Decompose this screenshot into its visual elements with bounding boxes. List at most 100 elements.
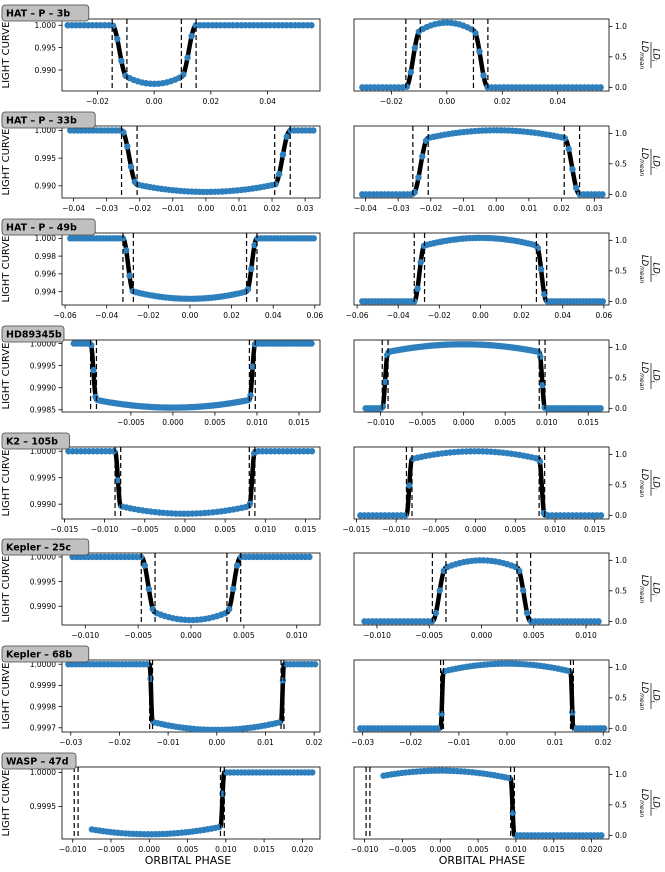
y-axis-label: LIGHT CURVE [1,22,12,89]
data-point [599,191,606,198]
ld-ratio-numerator: LDi [650,156,661,169]
planet-badge [1,218,96,236]
planet-badge [1,432,70,450]
data-points [69,553,313,624]
data-point [114,477,122,484]
planet-name: HAT – P – 33b [6,116,77,127]
y-tick-label: 1.0000 [30,339,56,348]
data-point [600,725,608,732]
x-tick-label: −0.04 [387,311,410,320]
x-tick-label: −0.010 [363,631,391,640]
data-point [406,482,413,489]
ld-ratio-numerator: LDi [650,370,661,383]
x-tick-label: −0.005 [117,418,145,427]
x-tick-label: −0.04 [62,204,85,213]
panel-light-curve-6: −0.005 0.000 0.005 0.010 0.015 0.9985 0.9990 0.… [1,325,321,427]
data-point [403,83,410,90]
data-point [597,405,604,412]
ld-ratio-denominator-sub: mean [638,159,645,176]
data-point [599,298,607,305]
data-point [565,145,572,153]
y-tick-label: 0.9999 [30,681,56,690]
x-tick-label: −0.010 [91,525,119,534]
panel-limb-darkening-11: −0.010 −0.005 0.000 0.005 0.010 0.0 0.5 1.0 LDiL… [353,552,661,640]
x-tick-label: −0.010 [351,845,379,854]
data-point [537,266,545,273]
y-tick-label: 0.0 [615,617,627,626]
data-point [306,553,313,561]
x-tick-label: −0.02 [399,738,422,747]
data-point [476,48,483,55]
data-point [311,661,319,668]
x-tick-label: −0.010 [71,631,99,640]
data-point [379,403,387,410]
ld-ratio-denominator: LDmean [638,789,649,817]
data-points [65,448,316,517]
data-point [114,35,121,43]
x-tick-label: 0.04 [554,311,571,320]
x-tick-label: −0.02 [380,97,403,106]
x-tick-label: −0.04 [354,204,377,213]
ld-ratio-denominator: LDmean [638,41,649,69]
x-tick-label: −0.010 [382,525,410,534]
y-tick-label: 1.0000 [30,660,56,669]
ld-ratio-denominator-sub: mean [638,800,645,817]
x-tick-label: 0.005 [233,631,255,640]
y-tick-label: 0.998 [35,252,57,261]
data-point [407,69,414,76]
x-tick-label: 0.04 [549,97,566,106]
data-points [380,767,605,839]
y-tick-label: 1.0 [615,22,627,31]
x-tick-label: 0.01 [231,204,248,213]
data-point [123,247,130,254]
x-tick-label: −0.010 [367,418,395,427]
x-tick-label: 0.04 [259,97,276,106]
data-point [272,181,279,188]
x-axis-label-left: ORBITAL PHASE [145,854,232,867]
x-tick-label: 0.015 [253,845,275,854]
x-tick-label: 0.015 [577,418,599,427]
plot-frame [353,18,610,92]
data-point [537,353,544,360]
x-tick-label: 0.02 [553,204,570,213]
x-tick-label: −0.02 [428,311,451,320]
x-tick-label: 0.00 [488,204,505,213]
y-tick-label: 0.0 [615,404,627,413]
data-point [308,340,315,347]
x-tick-label: 0.03 [586,204,603,213]
y-tick-label: 1.0 [615,343,627,352]
data-point [229,585,237,593]
x-tick-label: 0.010 [215,845,237,854]
y-tick-label: 0.990 [35,66,57,75]
x-tick-label: 0.010 [575,631,597,640]
x-tick-label: −0.015 [343,525,371,534]
data-point [109,22,117,29]
data-point [505,774,513,782]
y-axis-label: LIGHT CURVE [1,663,12,730]
x-tick-label: −0.02 [86,97,109,106]
ld-ratio-denominator-sub: mean [638,373,645,390]
y-tick-label: 0.0 [615,831,627,840]
y-tick-label: 0.9995 [30,802,56,811]
y-tick-label: 0.0 [615,83,627,92]
data-point [88,342,95,349]
planet-name: HAT – P – 3b [6,9,70,20]
x-tick-label: 0.02 [264,204,281,213]
ld-ratio-denominator: LDmean [638,255,649,283]
plot-frame [61,446,321,520]
data-point [251,241,258,249]
data-point [432,609,440,617]
plot-frame [353,552,610,626]
ld-ratio-numerator-sub: i [650,808,657,810]
ld-ratio-denominator-sub: mean [638,480,645,497]
x-tick-label: 0.000 [180,631,202,640]
y-tick-label: 0.9995 [30,474,56,483]
data-points [357,660,608,732]
x-tick-label: −0.005 [422,525,450,534]
x-tick-label: −0.005 [97,845,125,854]
x-tick-label: 0.010 [246,418,268,427]
